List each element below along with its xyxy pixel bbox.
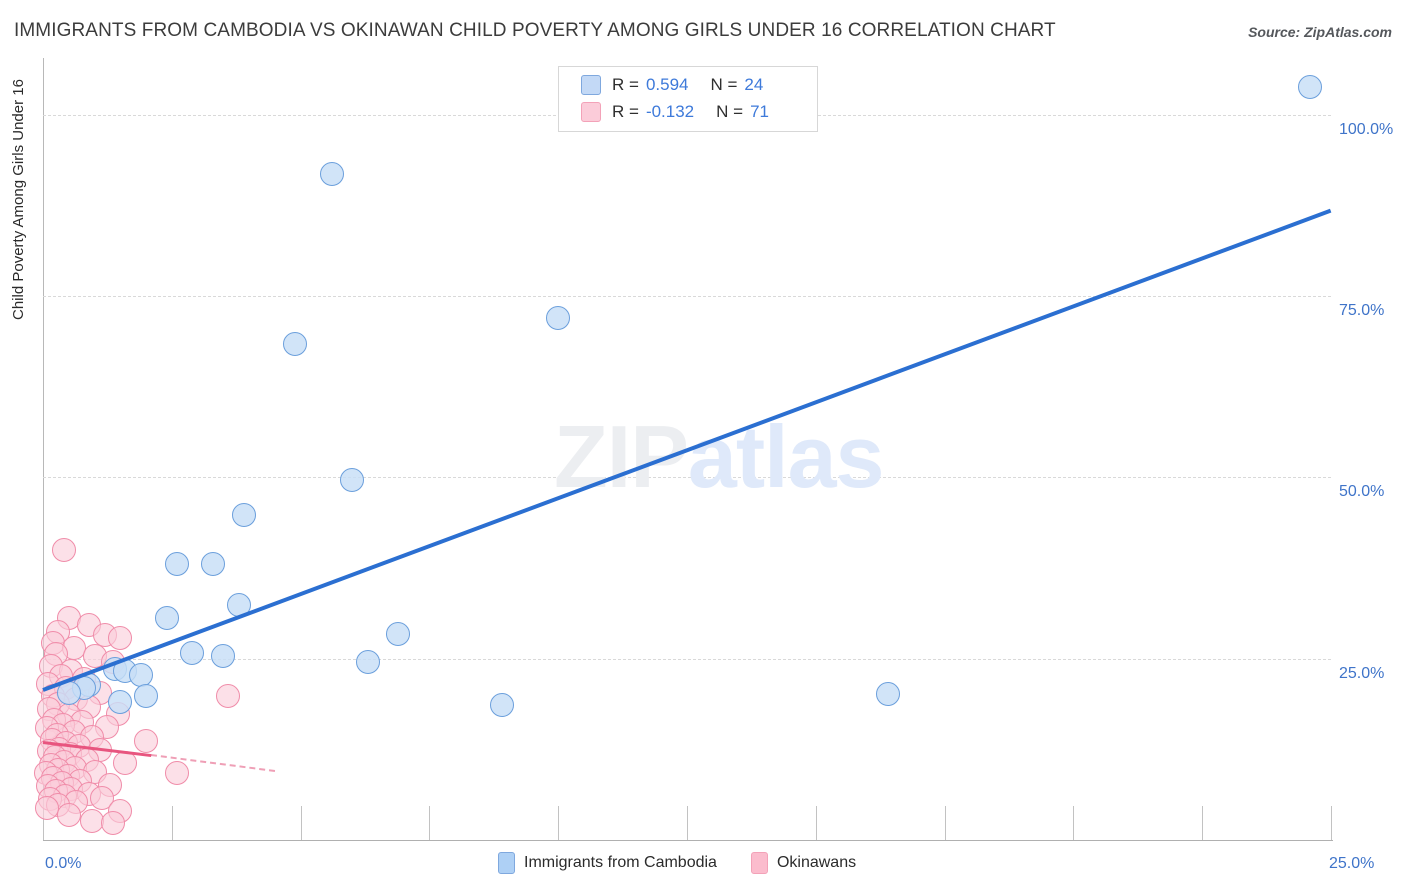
- scatter-point: [340, 468, 365, 493]
- scatter-point: [355, 649, 380, 674]
- scatter-point: [211, 643, 236, 668]
- page-title: IMMIGRANTS FROM CAMBODIA VS OKINAWAN CHI…: [14, 20, 1056, 41]
- scatter-point: [51, 537, 76, 562]
- r-value-cambodia: 0.594: [645, 75, 689, 94]
- scatter-point: [128, 662, 153, 687]
- x-axis-tick: [944, 806, 946, 840]
- legend-label-cambodia[interactable]: Immigrants from Cambodia: [524, 854, 717, 871]
- scatter-point: [875, 682, 900, 707]
- scatter-point: [134, 729, 159, 754]
- y-axis-tick-label: 100.0%: [1339, 120, 1394, 138]
- scatter-point: [231, 503, 256, 527]
- scatter-point: [283, 331, 308, 356]
- scatter-point: [226, 592, 251, 617]
- x-axis-tick: [1331, 806, 1332, 840]
- scatter-point: [100, 810, 125, 835]
- scatter-point: [56, 681, 81, 706]
- n-value-cambodia: 24: [744, 75, 764, 94]
- scatter-point: [386, 621, 411, 646]
- y-axis-title: Child Poverty Among Girls Under 16: [10, 79, 27, 320]
- legend-swatch-icon-okinawans-bottom: [750, 852, 768, 874]
- source-label: Source: ZipAtlas.com: [1248, 24, 1392, 40]
- x-axis-tick-label-min: 0.0%: [45, 855, 82, 872]
- scatter-point: [546, 305, 571, 330]
- n-value-okinawans: 71: [750, 102, 769, 121]
- stats-legend-row-cambodia: R = 0.594 N = 24: [581, 72, 763, 98]
- x-axis-tick: [1202, 806, 1204, 840]
- scatter-point: [216, 684, 241, 709]
- scatter-point: [319, 162, 344, 187]
- gridline: [43, 477, 1331, 479]
- n-key-okinawans: N =: [716, 102, 744, 121]
- scatter-point: [1298, 75, 1323, 100]
- x-axis-tick: [300, 806, 302, 840]
- y-axis-tick-label: 25.0%: [1339, 664, 1385, 682]
- scatter-point: [108, 626, 133, 651]
- gridline: [43, 658, 1331, 660]
- scatter-point: [201, 552, 226, 577]
- r-key-okinawans: R =: [612, 102, 639, 121]
- x-axis-tick: [1073, 806, 1075, 840]
- scatter-point: [113, 751, 138, 776]
- scatter-point: [35, 796, 60, 821]
- x-axis-tick: [687, 806, 688, 840]
- x-axis-tick: [815, 806, 817, 840]
- scatter-point: [489, 693, 514, 718]
- x-axis-tick: [558, 806, 560, 840]
- legend-label-okinawans[interactable]: Okinawans: [776, 854, 857, 871]
- stats-legend: R = 0.594 N = 24 R = -0.132 N = 71: [558, 66, 818, 132]
- series-legend: Immigrants from Cambodia Okinawans: [498, 852, 856, 874]
- legend-swatch-icon-cambodia: [581, 75, 601, 95]
- zipatlas-watermark: ZIPatlas: [554, 406, 885, 508]
- watermark-atlas: atlas: [687, 407, 885, 506]
- y-axis-tick-label: 50.0%: [1339, 483, 1385, 501]
- scatter-point: [154, 606, 179, 631]
- watermark-zip: ZIP: [554, 407, 689, 506]
- r-value-okinawans: -0.132: [645, 102, 695, 121]
- plot-area: [33, 58, 1332, 840]
- x-axis-line: [43, 840, 1333, 841]
- y-axis-tick-label: 75.0%: [1339, 301, 1385, 319]
- scatter-point: [180, 640, 205, 665]
- x-axis-tick: [429, 806, 431, 840]
- scatter-point: [134, 684, 159, 709]
- x-axis-tick: [43, 806, 44, 840]
- scatter-point: [164, 761, 189, 786]
- trendline-cambodia: [42, 208, 1332, 692]
- legend-swatch-icon-okinawans: [581, 102, 601, 122]
- x-axis-tick-label-max: 25.0%: [1329, 855, 1375, 872]
- scatter-point: [164, 552, 189, 577]
- y-axis-line: [43, 58, 44, 840]
- n-key-cambodia: N =: [710, 75, 738, 94]
- stats-legend-row-okinawans: R = -0.132 N = 71: [581, 99, 769, 125]
- legend-swatch-icon-cambodia-bottom: [498, 852, 515, 874]
- gridline: [43, 295, 1331, 297]
- r-key-cambodia: R =: [612, 75, 639, 94]
- scatter-point: [108, 690, 133, 715]
- x-axis-tick: [171, 806, 173, 840]
- scatter-point: [56, 803, 81, 828]
